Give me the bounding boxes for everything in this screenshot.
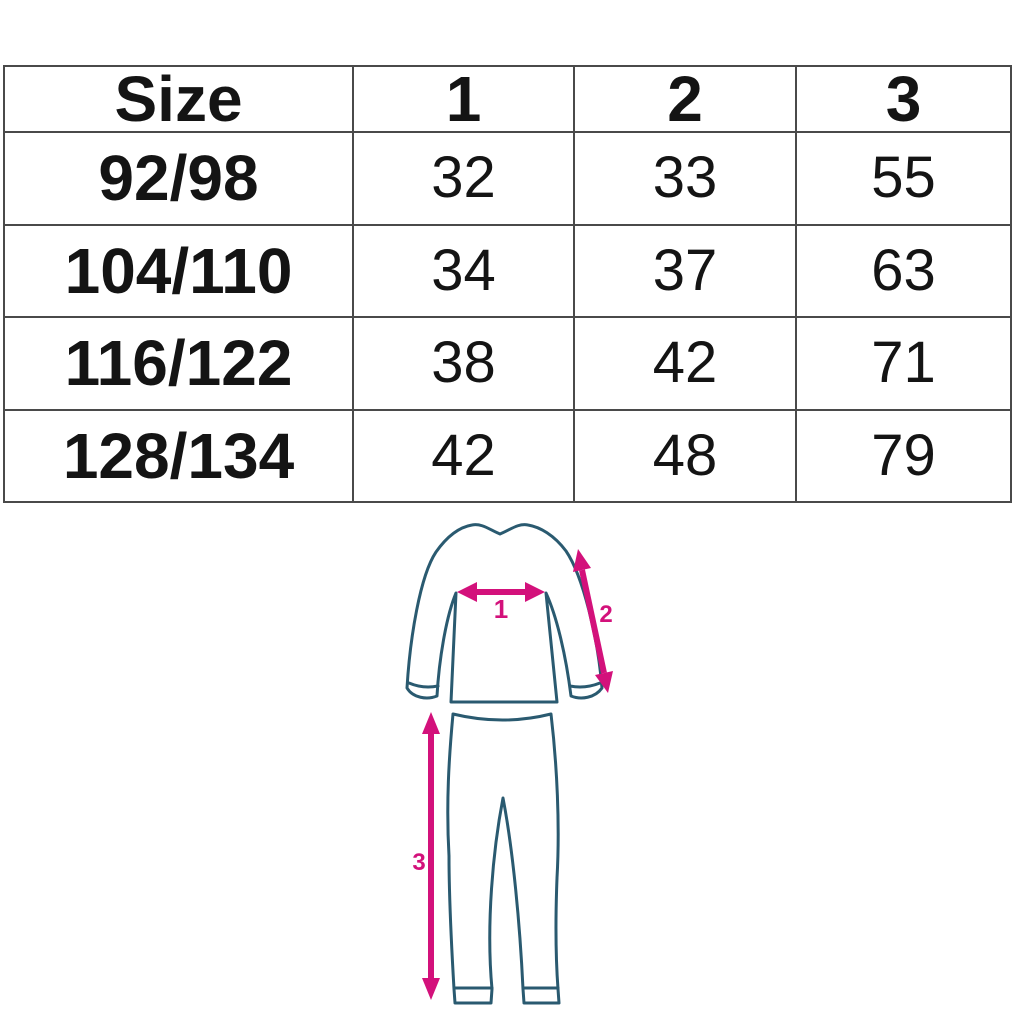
measurement-cell: 71	[795, 316, 1012, 411]
measurement-cell: 37	[573, 223, 797, 318]
size-chart-table: Size 1 2 3 92/98 32 33 55 104/110 34 37 …	[3, 65, 1012, 503]
table-row: 128/134 42 48 79	[3, 408, 1012, 503]
column-header-measure-3: 3	[795, 65, 1012, 133]
measurement-cell: 79	[795, 408, 1012, 503]
sleeve-arrow-head-bottom	[595, 671, 613, 693]
measurement-cell: 63	[795, 223, 1012, 318]
column-header-size: Size	[3, 65, 354, 133]
table-row: 116/122 38 42 71	[3, 316, 1012, 411]
pajama-top-outline	[405, 523, 604, 704]
measurement-cell: 42	[573, 316, 797, 411]
size-label-cell: 92/98	[3, 131, 354, 226]
measurement-cell: 34	[352, 223, 575, 318]
size-label-cell: 116/122	[3, 316, 354, 411]
pants-arrow-head-top	[422, 712, 440, 734]
chest-arrow-head-left	[457, 582, 477, 602]
measurement-cell: 55	[795, 131, 1012, 226]
pants-length-arrow: 3	[412, 712, 440, 1000]
column-header-measure-2: 2	[573, 65, 797, 133]
pants-arrow-head-bottom	[422, 978, 440, 1000]
measure-label-sleeve: 2	[599, 601, 612, 628]
size-label-cell: 128/134	[3, 408, 354, 503]
measurement-cell: 48	[573, 408, 797, 503]
measurement-cell: 32	[352, 131, 575, 226]
chest-arrow-head-right	[525, 582, 545, 602]
right-sleeve-cuff-line	[568, 681, 602, 689]
measure-label-chest: 1	[494, 594, 508, 624]
table-row: 104/110 34 37 63	[3, 223, 1012, 318]
left-sleeve-cuff-line	[407, 681, 440, 689]
measurement-cell: 33	[573, 131, 797, 226]
column-header-measure-1: 1	[352, 65, 575, 133]
sleeve-length-arrow: 2	[573, 549, 613, 693]
chest-width-arrow: 1	[457, 582, 545, 624]
sleeve-arrow-shaft	[579, 569, 607, 674]
size-label-cell: 104/110	[3, 223, 354, 318]
measurement-cell: 42	[352, 408, 575, 503]
sleeve-arrow-head-top	[573, 549, 591, 572]
table-header-row: Size 1 2 3	[3, 65, 1012, 133]
measurement-cell: 38	[352, 316, 575, 411]
pajama-pants-outline	[446, 712, 561, 1005]
measure-label-pants: 3	[412, 849, 425, 876]
table-row: 92/98 32 33 55	[3, 131, 1012, 226]
